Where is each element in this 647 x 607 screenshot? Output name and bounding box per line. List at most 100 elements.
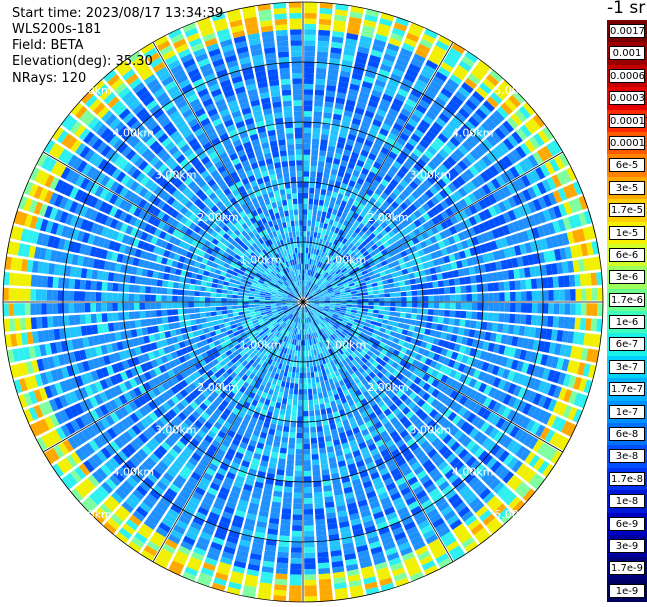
range-gate-cell: [283, 347, 288, 354]
range-gate-cell: [147, 390, 157, 400]
range-gate-cell: [175, 519, 188, 530]
range-gate-cell: [83, 460, 95, 473]
range-gate-cell: [190, 73, 203, 83]
range-gate-cell: [75, 326, 82, 337]
range-gate-cell: [327, 287, 333, 291]
range-gate-cell: [172, 302, 178, 309]
range-gate-cell: [168, 274, 175, 281]
range-gate-cell: [143, 116, 155, 127]
range-gate-cell: [287, 295, 293, 298]
range-gate-cell: [400, 108, 412, 118]
range-gate-cell: [308, 350, 312, 357]
range-gate-cell: [149, 453, 160, 464]
range-gate-cell: [450, 152, 461, 163]
range-gate-cell: [318, 442, 326, 449]
range-gate-cell: [276, 295, 282, 298]
range-gate-cell: [359, 91, 370, 100]
range-gate-cell: [303, 247, 306, 253]
range-gate-cell: [248, 359, 255, 366]
range-gate-cell: [268, 346, 274, 353]
range-gate-cell: [542, 290, 549, 301]
range-gate-cell: [176, 402, 185, 411]
range-gate-cell: [234, 360, 241, 368]
range-gate-cell: [90, 370, 99, 382]
range-gate-cell: [448, 253, 456, 262]
range-gate-cell: [48, 447, 60, 462]
range-gate-cell: [240, 266, 247, 272]
range-gate-cell: [214, 435, 224, 444]
range-gate-cell: [259, 277, 266, 282]
range-gate-cell: [202, 141, 213, 151]
range-gate-cell: [304, 72, 314, 79]
range-gate-cell: [303, 209, 308, 215]
range-gate-cell: [431, 206, 440, 216]
range-gate-cell: [246, 513, 257, 521]
range-gate-cell: [498, 281, 505, 291]
range-gate-cell: [269, 517, 280, 525]
range-gate-cell: [98, 334, 106, 345]
range-gate-cell: [164, 265, 172, 273]
range-gate-cell: [160, 240, 169, 249]
range-gate-cell: [255, 313, 262, 317]
range-gate-cell: [298, 291, 301, 297]
range-gate-cell: [182, 108, 193, 119]
range-gate-cell: [379, 271, 386, 277]
range-gate-cell: [216, 526, 228, 536]
range-gate-cell: [274, 18, 288, 26]
range-gate-cell: [223, 546, 236, 555]
range-gate-cell: [269, 283, 275, 287]
range-gate-cell: [218, 323, 226, 329]
range-gate-cell: [191, 343, 199, 351]
range-gate-cell: [226, 221, 234, 229]
range-gate-cell: [57, 315, 65, 327]
range-gate-cell: [234, 319, 241, 324]
range-gate-cell: [310, 171, 317, 178]
range-gate-cell: [79, 445, 91, 459]
range-gate-cell: [137, 64, 151, 77]
range-gate-cell: [307, 378, 312, 384]
range-gate-cell: [308, 298, 314, 301]
range-gate-cell: [458, 107, 470, 119]
range-gate-cell: [296, 323, 299, 329]
range-gate-cell: [43, 139, 56, 154]
range-gate-cell: [217, 467, 227, 476]
range-gate-cell: [214, 225, 222, 233]
range-gate-cell: [196, 462, 207, 472]
range-gate-cell: [199, 334, 207, 341]
range-gate-cell: [223, 335, 230, 342]
range-gate-cell: [165, 54, 178, 66]
range-gate-cell: [191, 551, 205, 562]
range-gate-cell: [226, 8, 241, 18]
range-gate-cell: [243, 11, 257, 19]
range-gate-cell: [313, 475, 321, 482]
range-gate-cell: [172, 189, 181, 199]
range-gate-cell: [220, 244, 228, 252]
range-gate-cell: [279, 150, 287, 157]
range-gate-cell: [270, 213, 276, 221]
range-gate-cell: [243, 483, 253, 492]
range-gate-cell: [450, 244, 459, 253]
range-gate-cell: [268, 315, 274, 320]
range-gate-cell: [235, 243, 242, 251]
range-gate-cell: [312, 464, 320, 471]
range-gate-cell: [179, 321, 186, 328]
range-gate-cell: [204, 434, 214, 444]
range-gate-cell: [259, 504, 270, 512]
range-gate-cell: [272, 219, 278, 226]
range-gate-cell: [447, 271, 454, 279]
range-gate-cell: [282, 323, 287, 329]
range-gate-cell: [46, 432, 57, 446]
range-gate-cell: [211, 156, 221, 165]
range-gate-cell: [191, 184, 201, 194]
range-gate-cell: [285, 470, 294, 477]
range-gate-cell: [83, 478, 96, 491]
range-gate-cell: [220, 516, 232, 525]
range-gate-cell: [304, 280, 307, 286]
range-gate-cell: [223, 356, 231, 364]
range-gate-cell: [199, 63, 212, 73]
range-gate-cell: [310, 231, 314, 238]
range-gate-cell: [242, 323, 249, 329]
range-gate-cell: [271, 320, 277, 325]
range-gate-cell: [153, 408, 163, 418]
range-gate-cell: [10, 333, 18, 347]
